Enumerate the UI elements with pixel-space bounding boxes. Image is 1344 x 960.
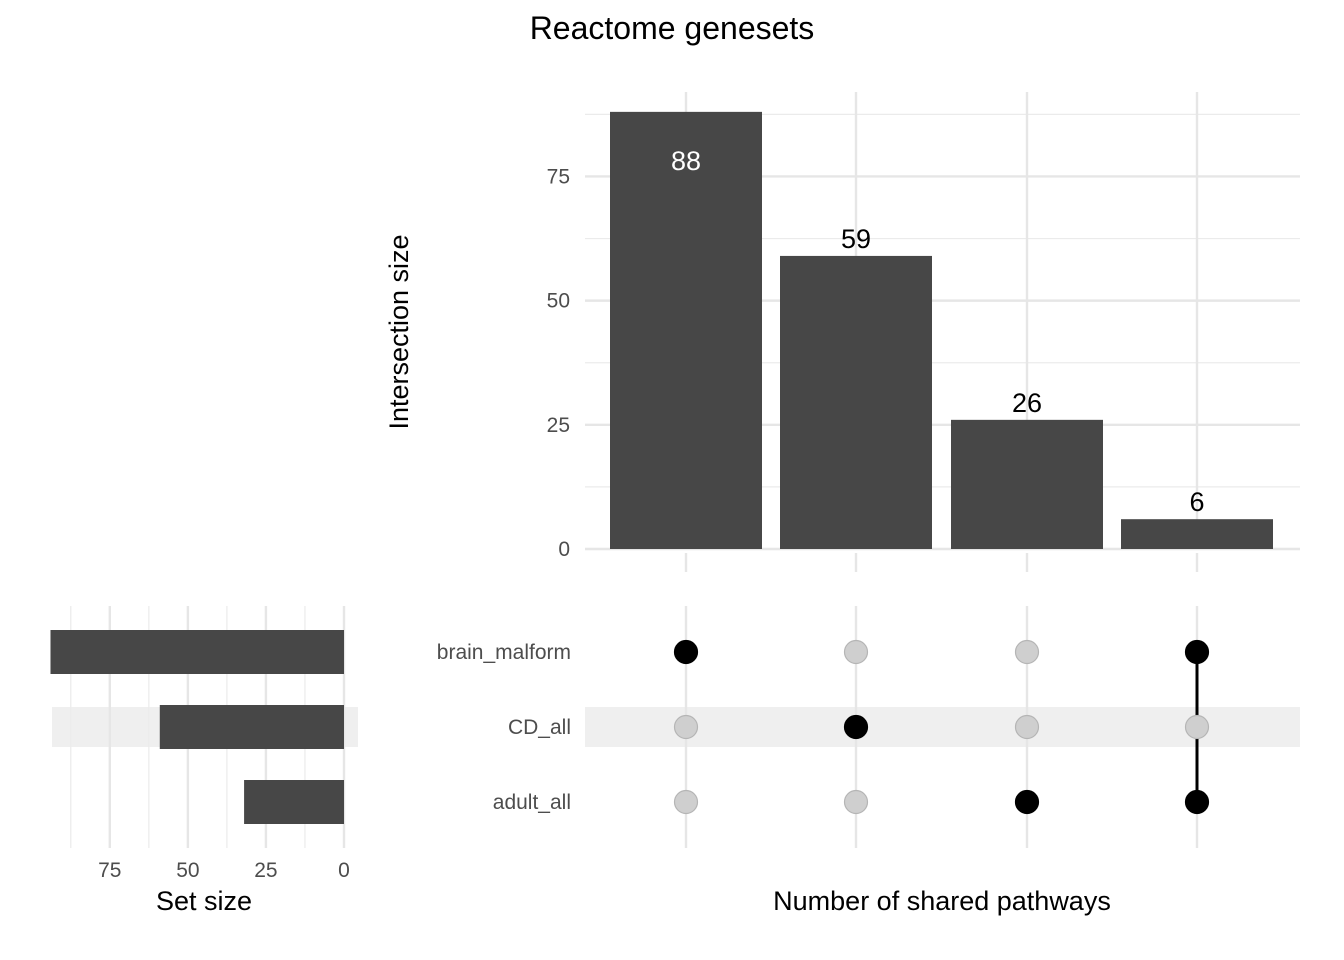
intersection-bar [780,255,932,549]
matrix-dot-inactive [1014,639,1040,665]
matrix-dot-inactive [1014,714,1040,740]
bar-value-label: 6 [1189,487,1204,517]
setsize-tick-label: 75 [98,859,121,882]
matrix-dot-inactive [843,639,869,665]
set-size-bar [159,705,344,749]
x-axis-title: Number of shared pathways [773,886,1111,916]
matrix-dot-inactive [1184,714,1210,740]
bar-value-label: 88 [671,146,701,176]
matrix-dot-active [673,639,699,665]
matrix-dot-inactive [673,714,699,740]
set-name-label: adult_all [493,791,571,814]
matrix-dot-inactive [673,789,699,815]
y-tick-label: 25 [547,414,570,437]
y-tick-label: 50 [547,290,570,313]
bar-value-label: 26 [1012,388,1042,418]
y-axis-title: Intersection size [384,234,414,429]
setsize-tick-label: 50 [176,859,199,882]
set-size-axis-title: Set size [156,886,252,916]
matrix-dot-active [1014,789,1040,815]
setsize-tick-label: 25 [254,859,277,882]
intersection-bar [1121,519,1273,549]
y-tick-label: 75 [547,165,570,188]
bar-value-label: 59 [841,224,871,254]
set-name-label: brain_malform [437,641,571,664]
matrix-dot-inactive [843,789,869,815]
setsize-tick-label: 0 [338,859,350,882]
y-tick-label: 0 [558,538,570,561]
set-size-bar [50,630,344,674]
set-name-label: CD_all [508,716,571,739]
matrix-dot-active [1184,639,1210,665]
matrix-dot-active [843,714,869,740]
intersection-bar [610,111,762,549]
chart-title: Reactome genesets [530,10,815,46]
matrix-row-stripe [585,707,1300,747]
set-size-bar [244,780,344,824]
intersection-bar [951,419,1103,549]
matrix-dot-active [1184,789,1210,815]
